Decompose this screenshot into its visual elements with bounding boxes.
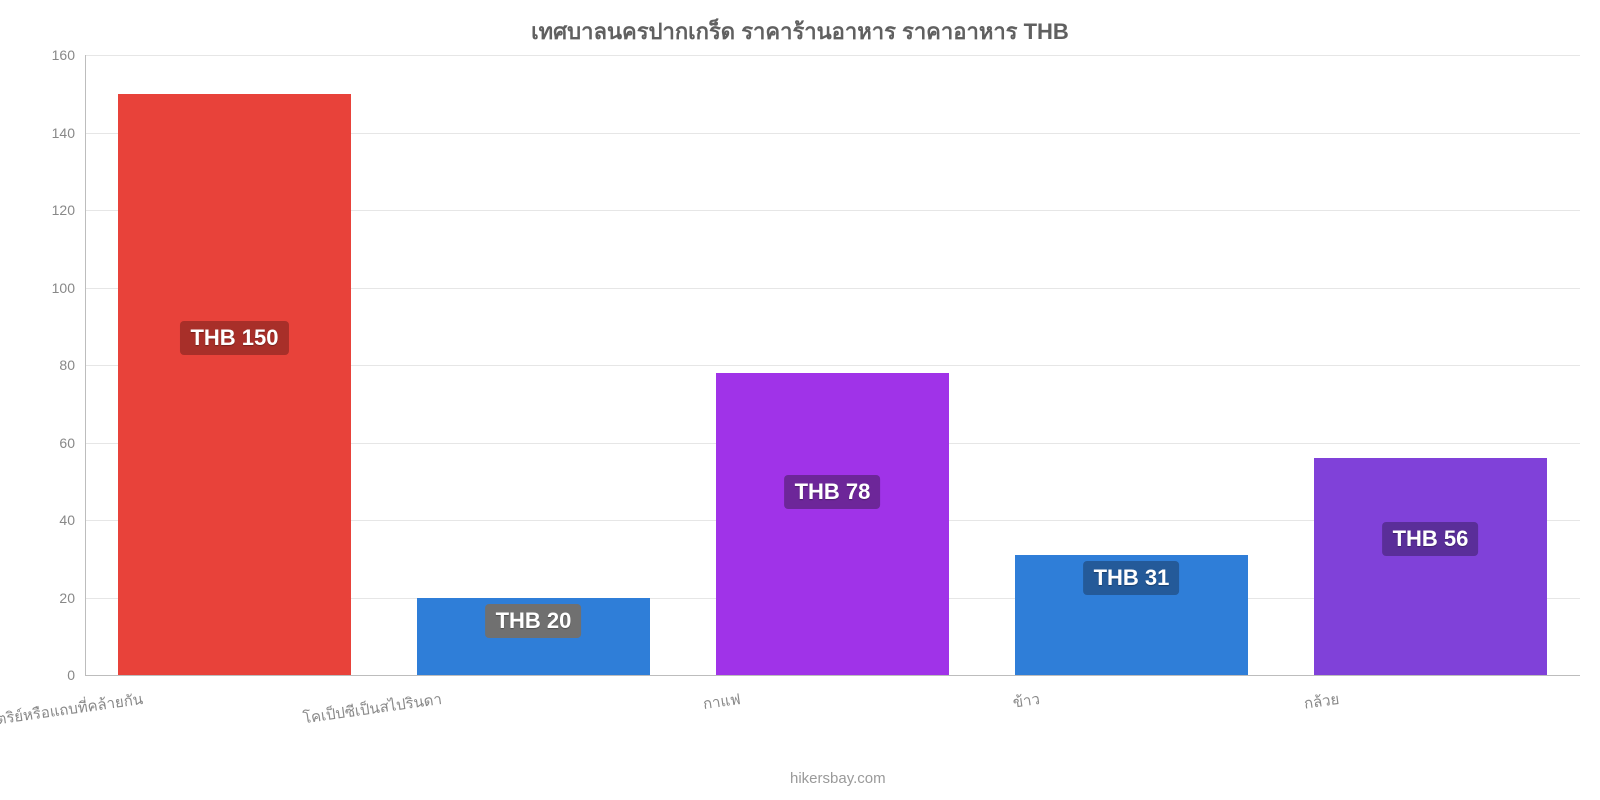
y-tick-label: 60 (59, 435, 85, 451)
y-tick-label: 80 (59, 357, 85, 373)
y-tick-label: 160 (52, 47, 85, 63)
x-tick-label: กาแฟ (702, 687, 743, 716)
plot-area: 020406080100120140160THB 150เบอร์เกอร์ M… (85, 55, 1580, 675)
bar: THB 150 (118, 94, 351, 675)
value-badge: THB 31 (1084, 561, 1180, 595)
y-tick-label: 120 (52, 202, 85, 218)
x-axis (85, 675, 1580, 676)
bar: THB 31 (1015, 555, 1248, 675)
credit-text: hikersbay.com (790, 770, 886, 787)
y-tick-label: 100 (52, 280, 85, 296)
bar: THB 56 (1314, 458, 1547, 675)
value-badge: THB 150 (180, 321, 288, 355)
y-tick-label: 20 (59, 590, 85, 606)
y-tick-label: 0 (67, 667, 85, 683)
x-tick-label: กล้วย (1302, 687, 1340, 716)
y-tick-label: 140 (52, 125, 85, 141)
x-tick-label: ข้าว (1011, 687, 1041, 715)
price-bar-chart: เทศบาลนครปากเกร็ด ราคาร้านอาหาร ราคาอาหา… (0, 0, 1600, 800)
y-axis (85, 55, 86, 675)
bar: THB 78 (716, 373, 949, 675)
bar: THB 20 (417, 598, 650, 676)
chart-title: เทศบาลนครปากเกร็ด ราคาร้านอาหาร ราคาอาหา… (0, 14, 1600, 49)
value-badge: THB 56 (1383, 522, 1479, 556)
gridline (85, 55, 1580, 56)
value-badge: THB 20 (486, 604, 582, 638)
x-tick-label: เบอร์เกอร์ Mac กษัตริย์หรือแถบที่คล้ายกั… (0, 687, 145, 748)
x-tick-label: โคเป็ปซีเป็นสไปรินดา (302, 687, 444, 730)
value-badge: THB 78 (785, 475, 881, 509)
y-tick-label: 40 (59, 512, 85, 528)
